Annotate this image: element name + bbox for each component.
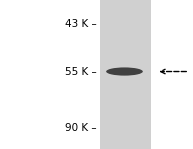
Text: 43 K –: 43 K – (65, 19, 96, 29)
Bar (100, 0, 151, 149)
Text: 90 K –: 90 K – (65, 123, 96, 133)
Ellipse shape (106, 67, 143, 76)
Text: 55 K –: 55 K – (65, 66, 96, 77)
